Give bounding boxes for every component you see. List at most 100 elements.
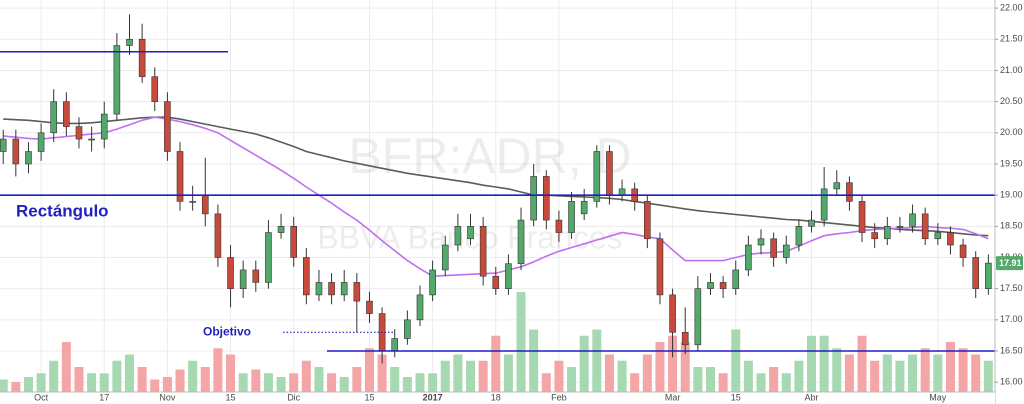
candle-body <box>214 213 222 258</box>
y-tick-label: 20.50 <box>1000 96 1023 106</box>
volume-bar <box>301 360 311 392</box>
candle-body <box>808 219 815 227</box>
volume-bar <box>11 382 21 392</box>
candle-body <box>340 282 348 296</box>
y-tick-label: 17.50 <box>1000 283 1023 293</box>
volume-bar <box>377 354 387 392</box>
volume-bar <box>390 367 400 392</box>
candle-body <box>50 101 58 134</box>
volume-bar <box>251 369 261 392</box>
candle-body <box>290 226 297 258</box>
volume-bar <box>415 373 425 392</box>
volume-bar <box>478 360 488 392</box>
volume-bar <box>844 354 854 392</box>
candle-body <box>12 138 20 165</box>
candle-body <box>265 232 272 283</box>
candle-body <box>846 182 853 202</box>
price-tag <box>996 256 1023 271</box>
candle-body <box>947 232 954 246</box>
volume-bar <box>23 377 33 392</box>
volume-bar <box>74 367 84 392</box>
volume-bar <box>693 367 703 392</box>
candle-body <box>0 138 7 152</box>
volume-bar <box>567 367 577 392</box>
volume-bar <box>314 367 324 392</box>
x-tick-label: Dic <box>287 392 300 402</box>
candle-body <box>618 188 626 196</box>
candle-body <box>88 138 95 141</box>
candle-body <box>277 226 285 233</box>
volume-bar <box>655 342 665 392</box>
volume-bar <box>453 354 463 392</box>
volume-bar <box>352 367 362 392</box>
volume-bar <box>364 348 374 392</box>
volume-bar <box>882 354 892 392</box>
volume-bar <box>718 373 728 392</box>
volume-bar <box>402 377 412 392</box>
candle-body <box>681 332 689 346</box>
x-tick-label: Nov <box>159 392 176 402</box>
candle-body <box>644 201 651 240</box>
candle-body <box>441 244 449 271</box>
candle-body <box>113 45 121 115</box>
volume-bar <box>870 360 880 392</box>
candle-body <box>909 213 916 227</box>
candle-body <box>454 226 462 246</box>
y-tick-label: 21.50 <box>1000 34 1023 44</box>
candle-body <box>985 262 992 289</box>
y-tick-label: 16.50 <box>1000 345 1023 355</box>
candle-body <box>201 194 209 215</box>
x-tick-label: 18 <box>491 392 501 402</box>
volume-bar <box>819 335 829 392</box>
y-tick-label: 17.00 <box>1000 314 1023 324</box>
candle-body <box>972 257 980 289</box>
volume-bar <box>617 360 627 392</box>
candle-body <box>707 282 714 289</box>
candle-body <box>429 269 436 296</box>
y-tick-label: 22.00 <box>1000 2 1023 12</box>
candle-body <box>315 282 323 296</box>
volume-bar <box>857 335 867 392</box>
candle-body <box>151 76 159 102</box>
volume-bar <box>87 373 97 392</box>
volume-bar <box>895 360 905 392</box>
candle-body <box>328 282 335 296</box>
candle-body <box>555 219 563 233</box>
candle-body <box>227 257 234 289</box>
candle-body <box>492 275 500 289</box>
y-axis-area <box>995 0 1024 404</box>
volume-bar <box>971 354 981 392</box>
x-tick-label: 17 <box>99 392 109 402</box>
candle-body <box>833 182 841 190</box>
volume-bar <box>125 354 134 392</box>
volume-bar <box>794 360 804 392</box>
candle-body <box>189 201 196 203</box>
watermark: BFR:ADR, D <box>348 128 631 184</box>
volume-bar <box>731 329 741 392</box>
volume-bar <box>440 360 450 392</box>
volume-bar <box>541 373 551 392</box>
volume-bar <box>781 373 791 392</box>
volume-bar <box>213 348 223 392</box>
candle-body <box>656 238 664 296</box>
candle-body <box>138 38 146 77</box>
volume-bar <box>933 354 943 392</box>
volume-bar <box>908 354 918 392</box>
volume-bar <box>529 329 539 392</box>
volume-bar <box>112 360 122 392</box>
volume-bar <box>756 373 766 392</box>
candle-body <box>126 38 133 46</box>
candle-body <box>934 232 942 240</box>
y-tick-label: 21.00 <box>1000 65 1023 75</box>
volume-bar <box>61 342 71 392</box>
candle-body <box>416 294 424 321</box>
volume-bar <box>920 348 930 392</box>
volume-bar <box>226 354 236 392</box>
candle-body <box>391 338 399 352</box>
volume-bar <box>339 377 349 392</box>
annotation: Objetivo <box>203 324 251 338</box>
candle-body <box>75 126 83 140</box>
volume-bar <box>99 373 109 392</box>
y-tick-label: 19.50 <box>1000 158 1023 168</box>
